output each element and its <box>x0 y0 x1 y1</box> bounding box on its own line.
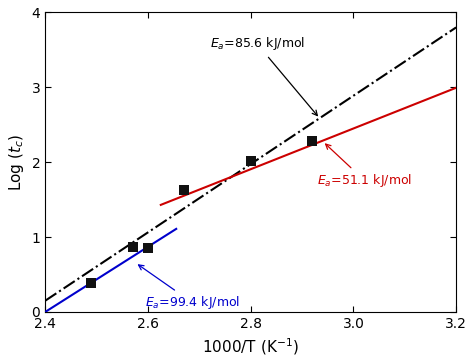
Point <box>144 245 152 251</box>
Point <box>129 244 137 250</box>
Point <box>180 187 188 193</box>
X-axis label: 1000/T (K$^{-1}$): 1000/T (K$^{-1}$) <box>202 336 299 357</box>
Point <box>247 158 255 163</box>
Text: $E_a$=51.1 kJ/mol: $E_a$=51.1 kJ/mol <box>318 144 412 189</box>
Y-axis label: Log ($t_c$): Log ($t_c$) <box>7 134 26 191</box>
Point <box>309 138 316 144</box>
Point <box>88 281 95 286</box>
Text: $E_a$=85.6 kJ/mol: $E_a$=85.6 kJ/mol <box>210 35 317 115</box>
Text: $E_a$=99.4 kJ/mol: $E_a$=99.4 kJ/mol <box>138 265 240 312</box>
